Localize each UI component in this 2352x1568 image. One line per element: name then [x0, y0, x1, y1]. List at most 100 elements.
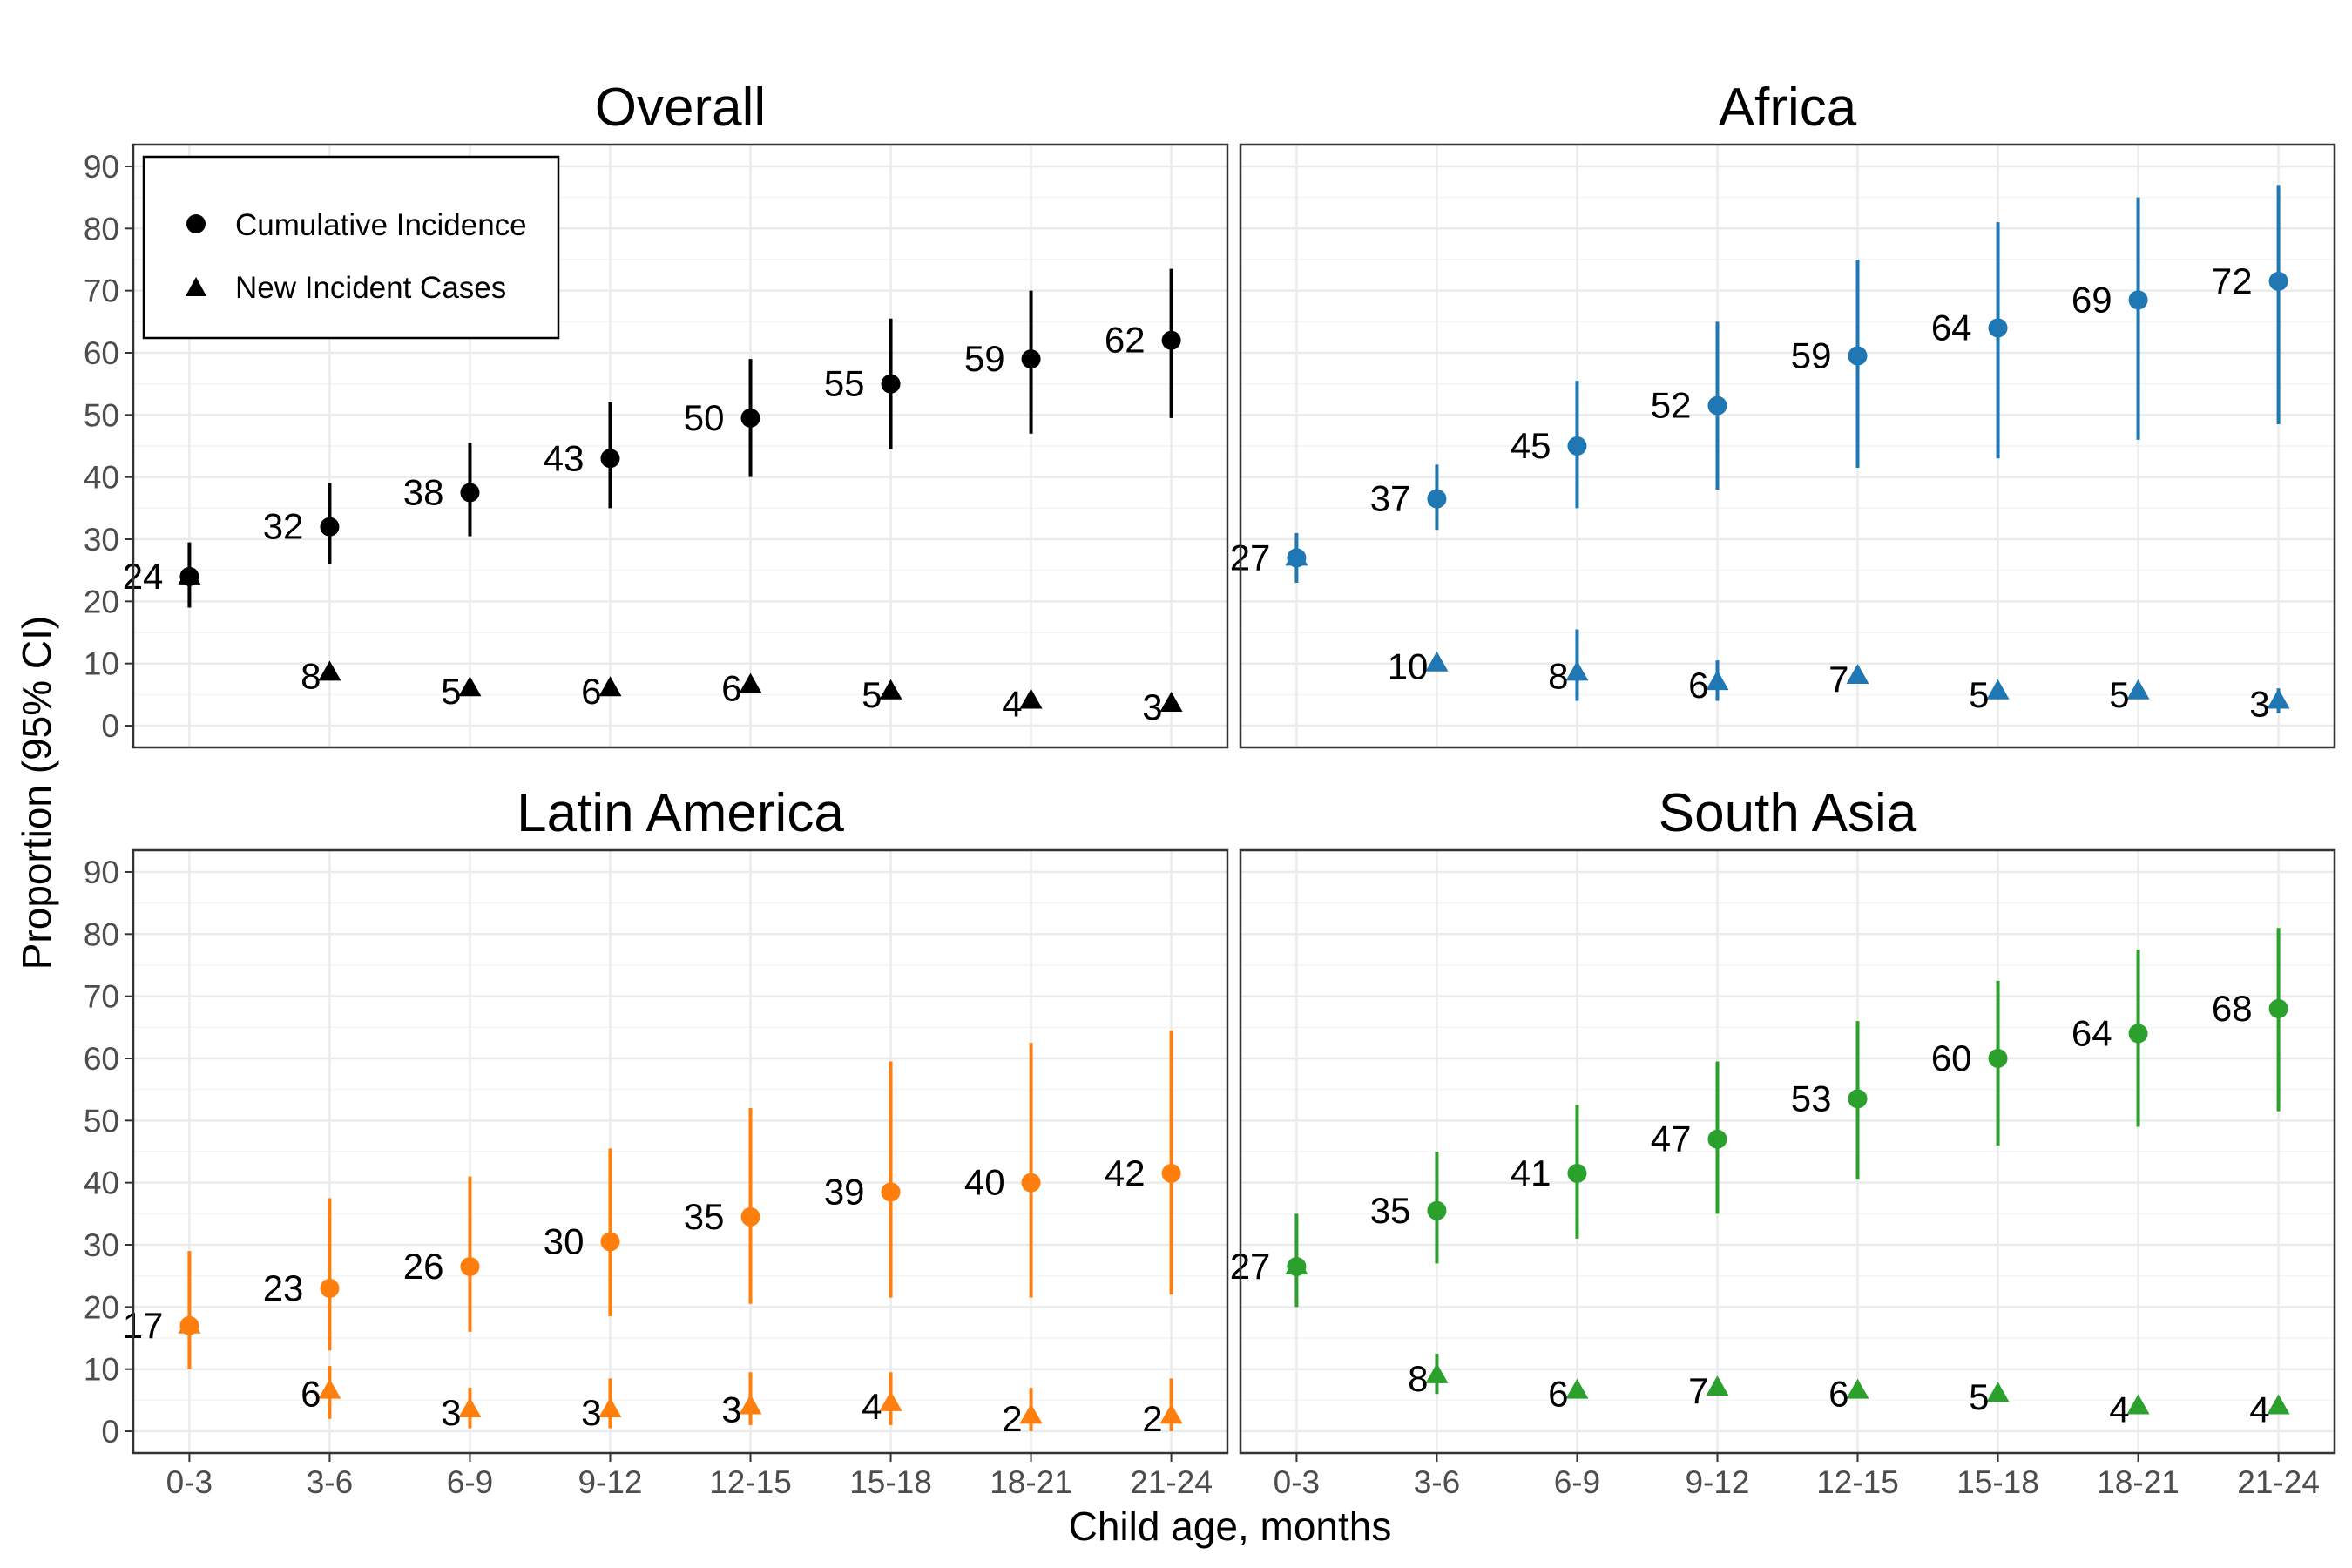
label-new-cases: 8 [301, 655, 321, 696]
marker-cumulative [179, 1315, 199, 1335]
label-cumulative: 35 [1370, 1190, 1411, 1231]
y-tick-label: 30 [84, 522, 119, 558]
label-cumulative: 53 [1791, 1078, 1832, 1119]
marker-cumulative [1707, 1129, 1727, 1149]
label-new-cases: 7 [1688, 1370, 1708, 1411]
label-new-cases: 6 [301, 1374, 321, 1415]
label-new-cases: 6 [581, 671, 601, 712]
marker-cumulative [740, 408, 760, 428]
marker-new-cases [1019, 688, 1043, 709]
panels: Overall010203040506070809024323843505559… [84, 78, 2336, 1500]
label-cumulative: 17 [123, 1305, 164, 1346]
label-cumulative: 59 [1791, 335, 1832, 376]
label-new-cases: 3 [581, 1392, 601, 1433]
y-tick-label: 20 [84, 584, 119, 619]
x-tick-label: 6-9 [1554, 1464, 1600, 1500]
panel-title-latin-america: Latin America [517, 783, 844, 843]
marker-new-cases [318, 1378, 341, 1399]
panel-border [1239, 143, 2336, 749]
label-new-cases: 5 [1969, 674, 1989, 715]
marker-cumulative [1161, 1163, 1181, 1183]
marker-new-cases [1986, 679, 2010, 700]
x-tick-label: 15-18 [849, 1464, 932, 1500]
label-new-cases: 6 [1688, 665, 1708, 706]
label-new-cases: 5 [1969, 1376, 1989, 1417]
marker-new-cases [879, 1390, 902, 1411]
marker-cumulative [320, 517, 340, 537]
y-tick-label: 70 [84, 979, 119, 1015]
panel-overall: Overall010203040506070809024323843505559… [84, 78, 1229, 749]
marker-cumulative [1021, 1173, 1041, 1193]
label-cumulative: 64 [1931, 307, 1972, 348]
label-cumulative: 43 [544, 437, 585, 478]
label-new-cases: 8 [1548, 655, 1568, 696]
marker-cumulative [600, 1232, 620, 1252]
marker-cumulative [1021, 349, 1041, 369]
legend-new-cases-label: New Incident Cases [235, 271, 506, 305]
legend-triangle-marker [186, 277, 206, 296]
label-cumulative: 38 [403, 472, 444, 513]
x-tick-label: 0-3 [1274, 1464, 1320, 1500]
label-cumulative: 37 [1370, 478, 1411, 519]
y-tick-label: 10 [84, 646, 119, 682]
x-tick-label: 12-15 [709, 1464, 792, 1500]
label-cumulative: 45 [1511, 425, 1551, 466]
marker-cumulative [1848, 346, 1868, 366]
label-cumulative: 59 [964, 338, 1005, 379]
marker-new-cases [1159, 692, 1183, 713]
label-cumulative: 68 [2212, 988, 2253, 1029]
panel-title-south-asia: South Asia [1659, 783, 1917, 843]
marker-new-cases [1846, 663, 1869, 684]
marker-cumulative [1287, 548, 1307, 568]
y-tick-label: 10 [84, 1352, 119, 1388]
label-cumulative: 30 [544, 1220, 585, 1261]
marker-cumulative [1848, 1089, 1868, 1109]
label-new-cases: 7 [1828, 659, 1848, 700]
label-new-cases: 3 [441, 1392, 461, 1433]
marker-new-cases [1706, 1375, 1729, 1396]
label-cumulative: 40 [964, 1162, 1005, 1203]
marker-new-cases [318, 660, 341, 681]
marker-new-cases [739, 1394, 762, 1415]
label-new-cases: 6 [721, 668, 741, 709]
panel-border [132, 848, 1229, 1455]
label-cumulative: 62 [1105, 320, 1146, 361]
legend-cumulative-label: Cumulative Incidence [235, 208, 527, 242]
label-new-cases: 5 [441, 671, 461, 712]
y-tick-label: 40 [84, 1166, 119, 1201]
y-tick-label: 0 [101, 1414, 119, 1450]
panel-border [132, 143, 1229, 749]
x-tick-label: 3-6 [307, 1464, 353, 1500]
marker-cumulative [2128, 1024, 2148, 1044]
marker-new-cases [1565, 1378, 1589, 1399]
marker-new-cases [598, 1397, 622, 1418]
marker-cumulative [1287, 1256, 1307, 1276]
x-tick-label: 6-9 [447, 1464, 493, 1500]
label-cumulative: 52 [1651, 385, 1692, 426]
marker-cumulative [881, 374, 901, 394]
x-axis-title: Child age, months [1069, 1504, 1392, 1549]
marker-cumulative [1988, 318, 2008, 338]
marker-cumulative [460, 1256, 480, 1276]
marker-new-cases [2126, 679, 2150, 700]
panel-africa: Africa 27 37 45 52 59 64 69 72 10 8 6 7 5 5 3 [1230, 78, 2336, 749]
marker-cumulative [1988, 1048, 2008, 1068]
marker-new-cases [1986, 1382, 2010, 1402]
marker-cumulative [1567, 436, 1587, 456]
panel-title-africa: Africa [1719, 78, 1857, 138]
x-tick-label: 21-24 [2237, 1464, 2320, 1500]
x-tick-label: 15-18 [1957, 1464, 2039, 1500]
marker-new-cases [2126, 1394, 2150, 1415]
label-cumulative: 35 [684, 1196, 725, 1237]
y-tick-label: 90 [84, 149, 119, 185]
y-axis-title: Proportion (95% CI) [14, 616, 59, 970]
label-cumulative: 32 [263, 506, 304, 547]
x-tick-label: 12-15 [1816, 1464, 1899, 1500]
marker-cumulative [1567, 1163, 1587, 1183]
marker-cumulative [320, 1278, 340, 1298]
label-cumulative: 55 [824, 363, 865, 404]
marker-cumulative [2128, 290, 2148, 310]
marker-cumulative [1707, 395, 1727, 416]
label-new-cases: 4 [2249, 1389, 2269, 1429]
y-tick-label: 40 [84, 460, 119, 496]
